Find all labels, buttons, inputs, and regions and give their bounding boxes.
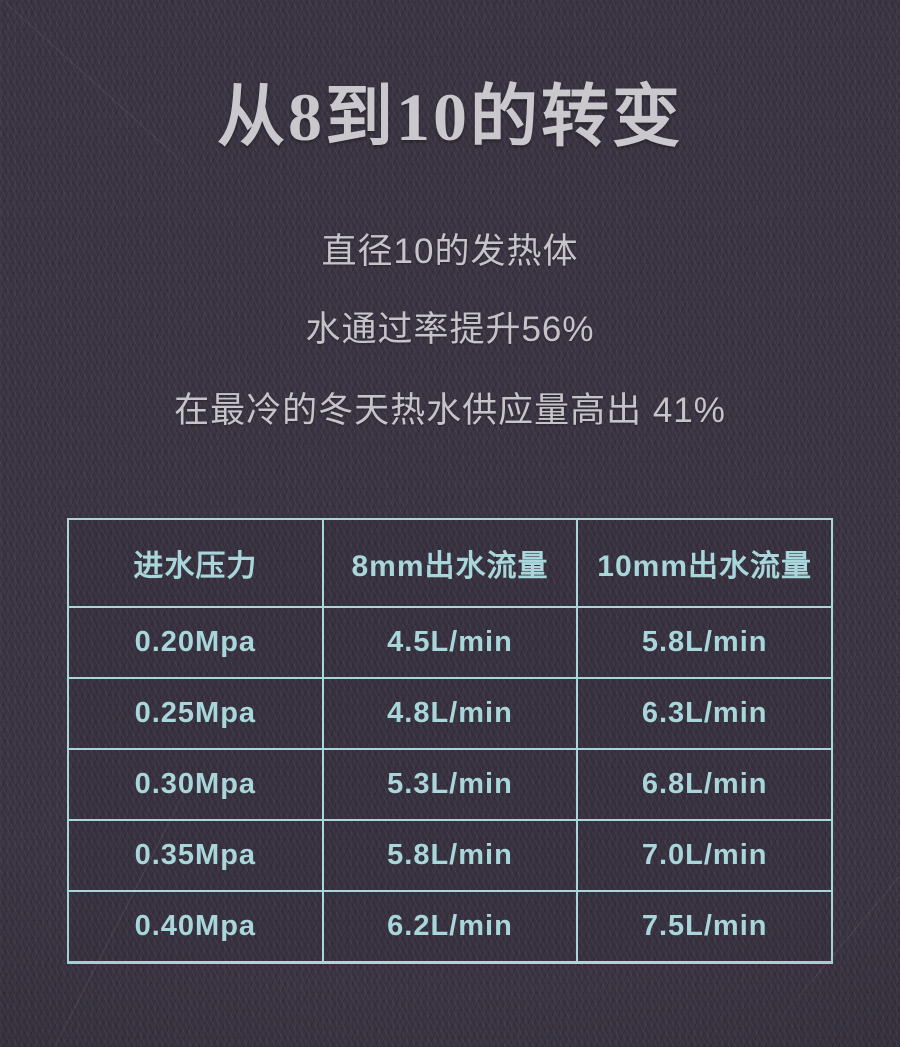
cell-8mm-flow: 6.2L/min xyxy=(321,890,579,964)
cell-10mm-flow: 7.0L/min xyxy=(576,819,833,892)
table-row: 0.20Mpa 4.5L/min 5.8L/min xyxy=(67,606,833,679)
cell-8mm-flow: 5.8L/min xyxy=(321,819,579,892)
cell-8mm-flow: 5.3L/min xyxy=(321,748,579,821)
cell-inlet-pressure: 0.30Mpa xyxy=(67,748,324,821)
cell-10mm-flow: 6.3L/min xyxy=(576,677,833,750)
cell-inlet-pressure: 0.40Mpa xyxy=(67,890,324,964)
header-10mm-flow: 10mm出水流量 xyxy=(576,518,833,608)
table-row: 0.30Mpa 5.3L/min 6.8L/min xyxy=(67,748,833,821)
cell-10mm-flow: 7.5L/min xyxy=(576,890,833,964)
cell-inlet-pressure: 0.25Mpa xyxy=(67,677,324,750)
header-8mm-flow: 8mm出水流量 xyxy=(321,518,579,608)
subtitle-water-pass-rate: 水通过率提升56% xyxy=(305,310,595,349)
table-row: 0.40Mpa 6.2L/min 7.5L/min xyxy=(67,890,833,964)
cell-8mm-flow: 4.5L/min xyxy=(321,606,579,679)
page-title: 从8到10的转变 xyxy=(216,79,683,155)
header-inlet-pressure: 进水压力 xyxy=(67,518,324,608)
cell-inlet-pressure: 0.20Mpa xyxy=(67,606,324,679)
table-row: 0.35Mpa 5.8L/min 7.0L/min xyxy=(67,819,833,892)
cell-8mm-flow: 4.8L/min xyxy=(321,677,579,750)
cell-10mm-flow: 6.8L/min xyxy=(576,748,833,821)
cell-inlet-pressure: 0.35Mpa xyxy=(67,819,324,892)
cell-10mm-flow: 5.8L/min xyxy=(576,606,833,679)
flow-rate-table: 进水压力 8mm出水流量 10mm出水流量 0.20Mpa 4.5L/min 5… xyxy=(67,518,833,964)
subtitle-heater-diameter: 直径10的发热体 xyxy=(321,232,579,271)
subtitle-winter-supply: 在最冷的冬天热水供应量高出 41% xyxy=(174,391,726,430)
table-row: 0.25Mpa 4.8L/min 6.3L/min xyxy=(67,677,833,750)
table-header-row: 进水压力 8mm出水流量 10mm出水流量 xyxy=(67,518,833,608)
